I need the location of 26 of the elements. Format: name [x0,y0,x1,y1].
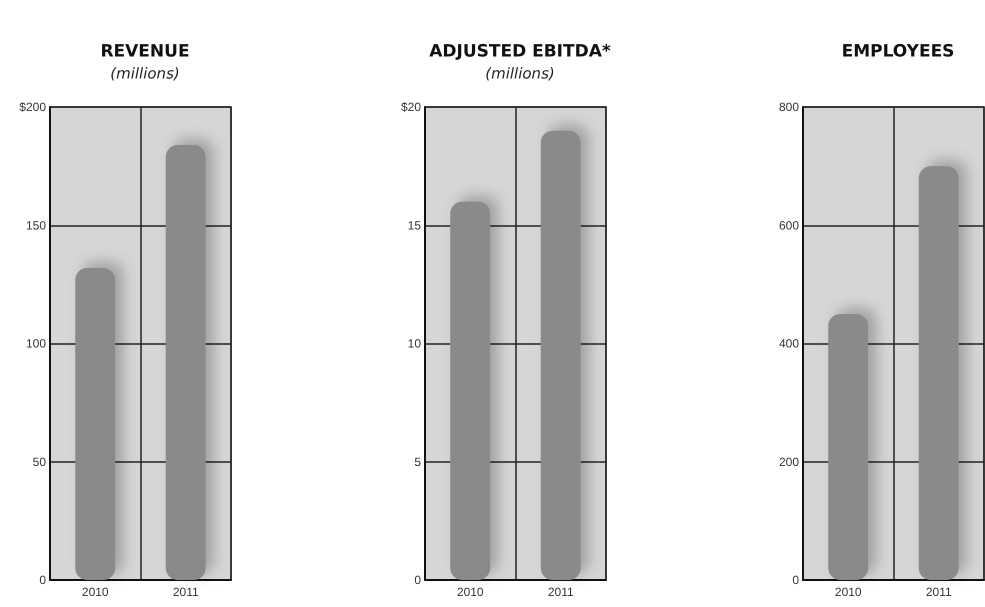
x-tick-label: 2011 [926,585,952,599]
x-tick-label: 2011 [548,585,574,599]
x-tick-label: 2010 [834,585,862,599]
chart-title: ADJUSTED EBITDA* [429,42,611,62]
y-tick-label: 600 [778,218,800,232]
y-tick-label: 0 [414,573,422,587]
y-tick-label: 400 [778,336,800,350]
x-tick-label: 2010 [82,585,109,599]
y-tick-label: 200 [778,454,800,469]
y-tick-label: 150 [26,218,46,232]
y-tick-label: $20 [400,100,422,114]
y-tick-label: 800 [778,100,800,114]
chart-title: REVENUE [100,42,190,62]
y-tick-label: 15 [408,218,422,232]
y-tick-label: 5 [414,454,422,469]
y-tick-label: $200 [19,100,46,114]
y-tick-label: 100 [26,336,46,350]
chart-subtitle: (millions) [485,64,555,82]
y-tick-label: 0 [39,573,46,587]
y-tick-label: 10 [408,336,422,350]
chart-subtitle: (millions) [110,64,180,82]
y-tick-label: 50 [32,454,46,469]
x-tick-label: 2011 [172,585,199,599]
y-tick-label: 0 [792,573,800,587]
chart-title: EMPLOYEES [842,42,954,62]
x-tick-label: 2010 [456,585,484,599]
